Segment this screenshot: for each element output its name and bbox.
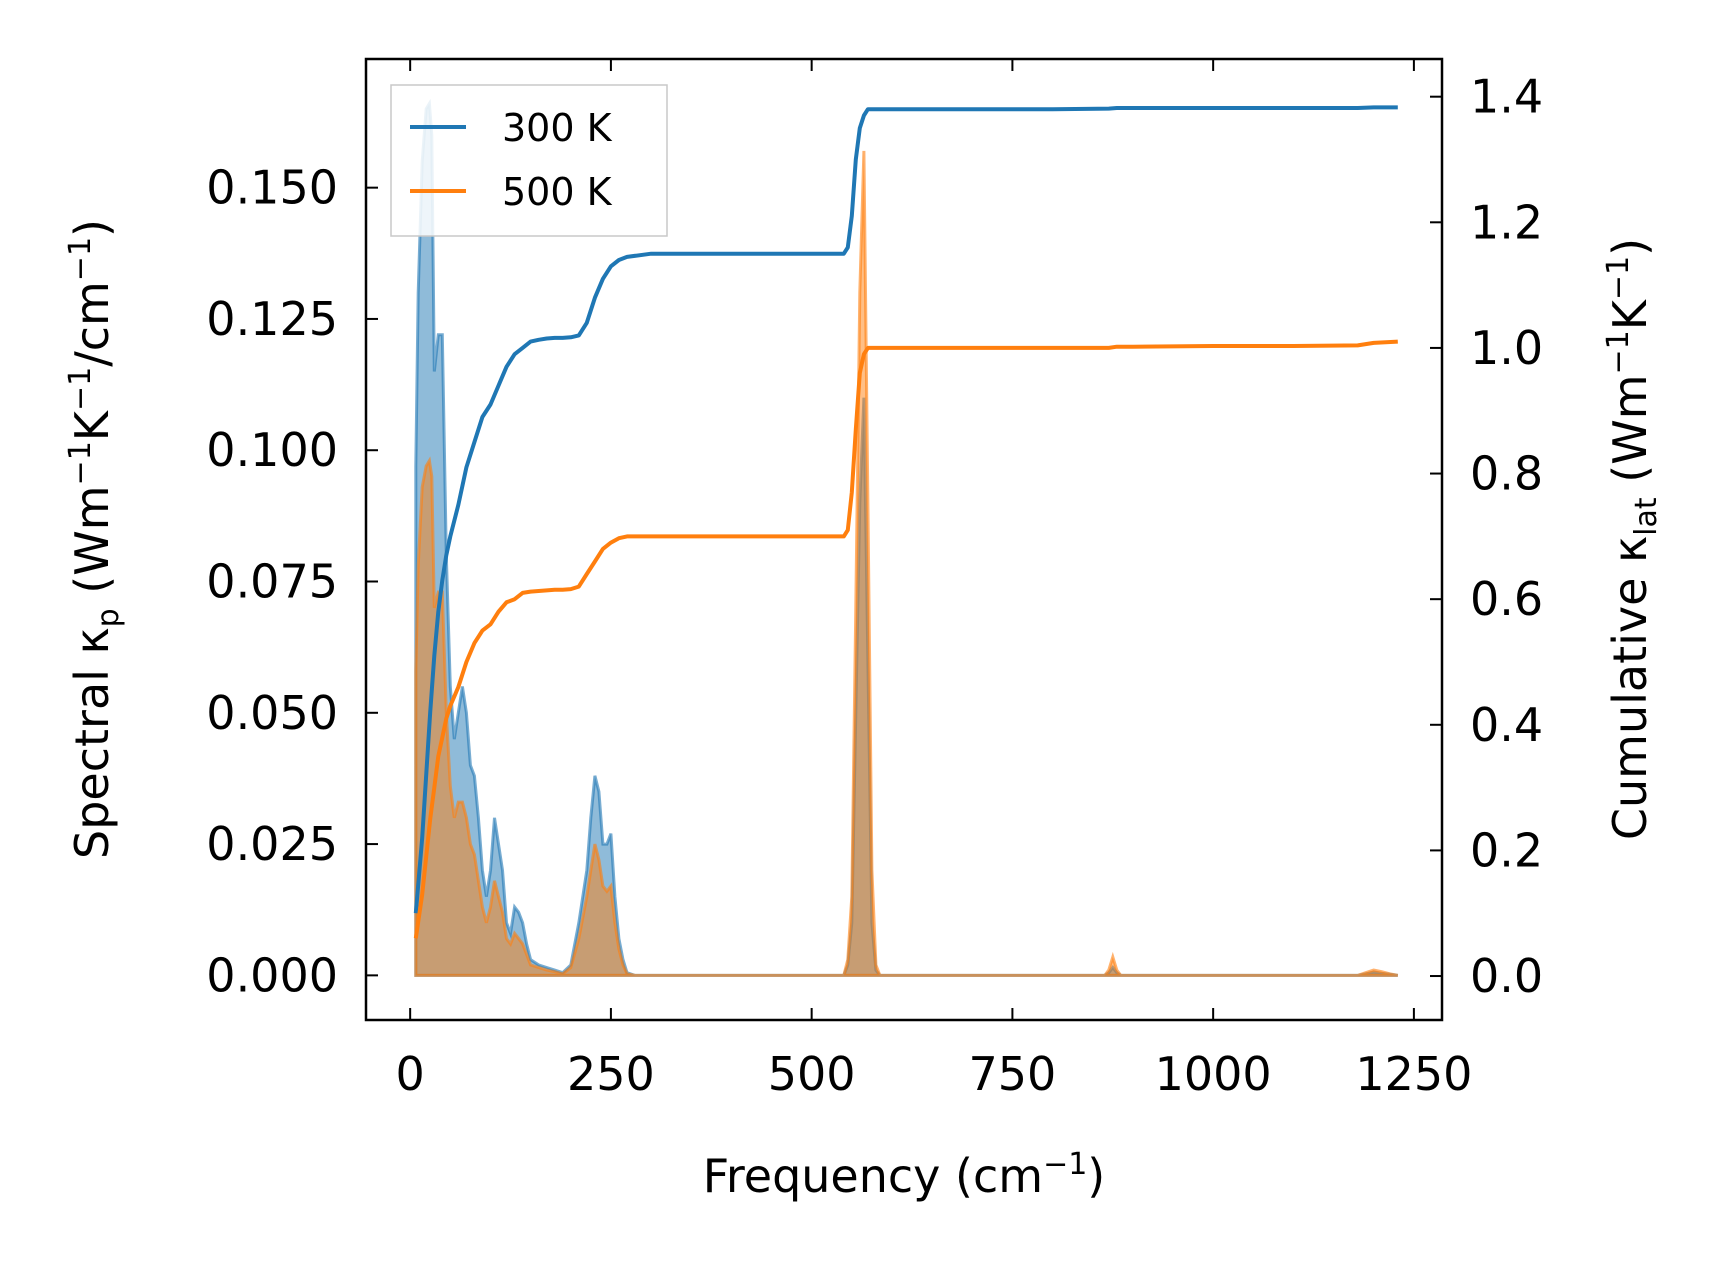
plot-frame <box>364 57 1444 1022</box>
x-tick-label: 750 <box>968 1047 1056 1101</box>
x-axis-label: Frequency (cm−1) <box>703 1147 1106 1203</box>
y-right-tick-label: 1.4 <box>1470 70 1543 124</box>
legend: 300 K 500 K <box>390 84 668 237</box>
y-left-tick-label: 0.125 <box>206 292 338 346</box>
y-left-tick-label: 0.150 <box>206 161 338 215</box>
cumulative-lines <box>413 105 1398 939</box>
y-axis-left-label: Spectral κp (Wm−1K−1/cm−1) <box>63 219 126 859</box>
legend-300k-label: 300 K <box>502 106 613 150</box>
y-left-tick-label: 0.075 <box>206 555 338 609</box>
legend-500k-label: 500 K <box>502 170 613 214</box>
y-left-tick-label: 0.100 <box>206 423 338 477</box>
y-right-tick-label: 0.4 <box>1470 698 1543 752</box>
axis-ticks: 0 250 500 750 1000 1250 0.000 0.025 0.050 0.075 0.… <box>206 59 1543 1101</box>
y-right-tick-label: 0.8 <box>1470 447 1543 501</box>
y-right-tick-label: 0.2 <box>1470 823 1543 877</box>
y-left-tick-label: 0.050 <box>206 686 338 740</box>
y-right-tick-label: 1.2 <box>1470 195 1543 249</box>
x-tick-label: 250 <box>567 1047 655 1101</box>
x-tick-label: 0 <box>396 1047 425 1101</box>
y-left-tick-label: 0.025 <box>206 817 338 871</box>
y-right-tick-label: 1.0 <box>1470 321 1543 375</box>
y-right-tick-label: 0.0 <box>1470 949 1543 1003</box>
y-left-tick-label: 0.000 <box>206 948 338 1002</box>
x-tick-label: 1000 <box>1155 1047 1272 1101</box>
spectral-area-500k <box>414 150 1399 977</box>
cumulative-line-500k <box>413 339 1398 939</box>
legend-box <box>390 84 668 237</box>
y-right-tick-label: 0.6 <box>1470 572 1543 626</box>
cumulative-line-300k <box>413 105 1398 914</box>
spectral-fills <box>414 98 1399 977</box>
x-tick-label: 500 <box>768 1047 856 1101</box>
x-tick-label: 1250 <box>1355 1047 1472 1101</box>
y-axis-right-label: Cumulative κlat (Wm−1K−1) <box>1601 238 1664 840</box>
